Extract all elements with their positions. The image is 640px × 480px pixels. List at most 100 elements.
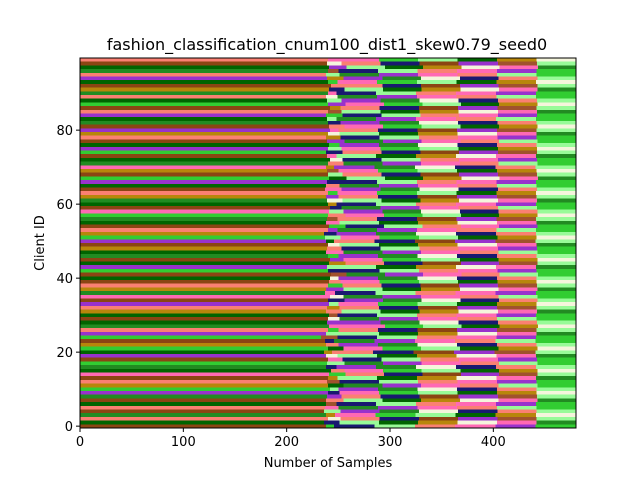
bar-segment xyxy=(498,76,538,81)
bar-segment xyxy=(459,294,499,299)
bar-segment xyxy=(384,272,424,277)
bar-segment xyxy=(456,228,497,232)
bar-segment xyxy=(80,394,327,399)
bar-segment xyxy=(377,387,418,391)
bar-segment xyxy=(457,194,497,199)
bar-segment xyxy=(460,361,499,366)
bar-segment xyxy=(80,172,328,177)
bar-segment xyxy=(80,261,330,266)
bar-segment xyxy=(460,139,499,144)
bar-segment xyxy=(382,346,421,351)
bar-segment xyxy=(536,246,576,251)
bar-segment xyxy=(536,206,576,210)
bar-segment xyxy=(378,331,419,336)
bar-segment xyxy=(498,113,538,118)
bar-segment xyxy=(80,280,330,284)
bar-segment xyxy=(80,342,326,347)
bar-segment xyxy=(331,368,345,373)
bar-segment xyxy=(376,265,417,269)
bar-segment xyxy=(496,191,537,195)
bar-segment xyxy=(80,206,331,210)
bar-segment xyxy=(379,106,419,110)
bar-segment xyxy=(80,313,330,317)
bar-segment xyxy=(461,65,500,70)
bar-segment xyxy=(536,180,576,184)
bar-segment xyxy=(343,257,383,262)
bar-segment xyxy=(376,402,417,406)
bar-segment xyxy=(328,416,341,421)
bar-segment xyxy=(374,424,415,428)
bar-segment xyxy=(380,246,420,251)
bar-segment xyxy=(495,413,536,417)
bar-segment xyxy=(459,383,499,388)
bar-segment xyxy=(535,424,576,428)
bar-segment xyxy=(499,65,538,70)
bar-segment xyxy=(80,398,326,403)
bar-segment xyxy=(344,139,384,144)
bar-segment xyxy=(497,132,537,136)
bar-segment xyxy=(456,365,497,369)
bar-segment xyxy=(415,291,456,295)
bar-segment xyxy=(323,420,340,425)
bar-segment xyxy=(418,135,459,140)
bar-segment xyxy=(80,257,331,262)
bar-segment xyxy=(376,365,417,369)
bar-segment xyxy=(80,357,328,362)
bar-segment xyxy=(457,342,497,347)
bar-segment xyxy=(458,106,498,110)
bar-segment xyxy=(420,157,460,162)
bar-segment xyxy=(419,146,459,151)
bar-segment xyxy=(416,202,457,206)
bar-segment xyxy=(422,213,461,218)
bar-segment xyxy=(338,169,378,173)
bar-segment xyxy=(340,235,380,240)
bar-segment xyxy=(334,424,375,428)
bar-segment xyxy=(339,331,379,336)
bar-segment xyxy=(418,243,458,247)
bar-segment xyxy=(418,235,459,240)
bar-segment xyxy=(325,331,340,336)
bar-segment xyxy=(458,268,498,273)
bar-segment xyxy=(80,291,325,295)
bar-segment xyxy=(383,124,422,129)
bar-segment xyxy=(325,250,344,255)
x-tick-label: 100 xyxy=(171,435,196,450)
bar-segment xyxy=(80,331,326,336)
bar-segment xyxy=(381,113,421,118)
bar-segment xyxy=(329,143,340,147)
bar-segment xyxy=(381,198,421,203)
bar-segment xyxy=(334,339,375,343)
bar-segment xyxy=(376,231,417,236)
bar-segment xyxy=(458,98,498,103)
bar-segment xyxy=(326,198,343,203)
bar-segment xyxy=(377,313,417,317)
bar-segment xyxy=(80,124,330,129)
bar-segment xyxy=(378,183,419,188)
bar-segment xyxy=(324,235,341,240)
bar-segment xyxy=(497,187,537,192)
bar-segment xyxy=(336,231,377,236)
bar-segment xyxy=(325,135,341,140)
bar-segment xyxy=(460,87,499,92)
bar-segment xyxy=(418,220,458,225)
bar-segment xyxy=(339,379,379,384)
chart-title: fashion_classification_cnum100_dist1_ske… xyxy=(107,35,547,55)
bar-segment xyxy=(328,376,338,380)
bar-segment xyxy=(418,58,458,62)
bar-segment xyxy=(328,383,344,388)
bar-segment xyxy=(342,172,382,177)
bar-segment xyxy=(497,317,537,321)
bar-segment xyxy=(80,143,330,147)
bar-segment xyxy=(496,180,537,184)
bar-segment xyxy=(80,391,328,395)
bar-segment xyxy=(80,69,328,73)
bar-segment xyxy=(330,128,339,132)
bar-segment xyxy=(421,361,461,366)
bar-segment xyxy=(536,331,576,336)
bar-segment xyxy=(536,61,576,66)
bar-segment xyxy=(497,394,537,399)
bar-segment xyxy=(338,328,378,332)
bar-segment xyxy=(459,346,499,351)
bar-segment xyxy=(536,169,576,173)
